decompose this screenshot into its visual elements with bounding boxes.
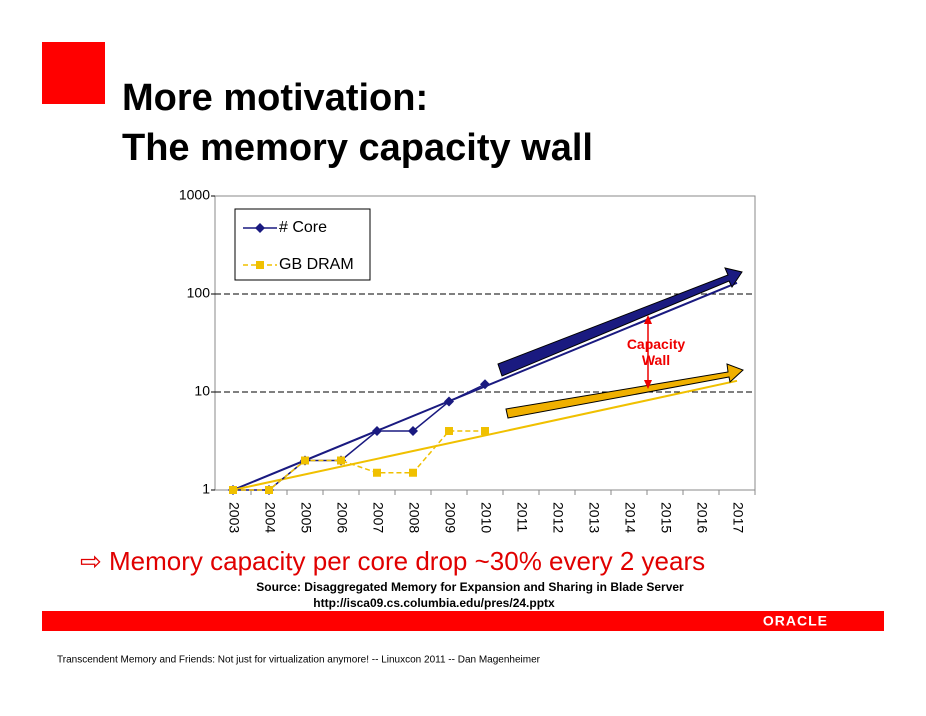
legend-label: GB DRAM xyxy=(279,256,354,273)
y-tick-label: 10 xyxy=(194,383,210,399)
marker xyxy=(337,456,345,465)
marker xyxy=(409,468,417,477)
source-url: http://isca09.cs.columbia.edu/pres/24.pp… xyxy=(313,596,555,610)
marker xyxy=(408,425,418,436)
title: The memory capacity wall xyxy=(122,127,593,169)
y-tick-label: 1 xyxy=(202,481,210,497)
legend-marker xyxy=(256,261,264,269)
x-tick-label: 2013 xyxy=(586,502,602,533)
x-tick-label: 2010 xyxy=(478,502,494,533)
legend-label: # Core xyxy=(279,219,327,236)
y-tick-label: 1000 xyxy=(179,187,210,203)
x-tick-label: 2007 xyxy=(370,502,386,533)
marker xyxy=(480,379,490,390)
y-tick-label: 100 xyxy=(187,285,211,301)
x-tick-label: 2009 xyxy=(442,502,458,533)
trendline xyxy=(232,379,738,491)
x-tick-label: 2006 xyxy=(334,502,350,533)
logo: ORACLE xyxy=(763,613,828,629)
x-tick-label: 2012 xyxy=(550,502,566,533)
series-line xyxy=(233,430,485,491)
footer: Transcendent Memory and Friends: Not jus… xyxy=(57,655,541,666)
x-tick-label: 2003 xyxy=(226,502,242,533)
x-tick-label: 2017 xyxy=(730,502,746,533)
chart: 1 10 100 1000 2003 2004 2005 2006 2007 2008 2009 20… xyxy=(179,187,756,533)
marker xyxy=(481,426,489,435)
red-square xyxy=(42,42,105,104)
marker xyxy=(372,425,382,436)
x-tick-label: 2016 xyxy=(694,502,710,533)
plot-frame xyxy=(214,195,756,491)
bullet: ⇨ Memory capacity per core drop ~30% eve… xyxy=(80,546,705,576)
x-tick-label: 2011 xyxy=(514,502,530,532)
x-tick-label: 2015 xyxy=(658,502,674,533)
source: Source: Disaggregated Memory for Expansi… xyxy=(256,580,684,594)
marker xyxy=(444,396,454,407)
x-tick-label: 2005 xyxy=(298,502,314,533)
annotation: Capacity Wall xyxy=(627,336,686,368)
marker xyxy=(445,426,453,435)
x-tick-label: 2008 xyxy=(406,502,422,533)
x-tick-label: 2014 xyxy=(622,502,638,533)
wall-arrow-head xyxy=(644,380,652,389)
marker xyxy=(301,456,309,465)
dram-arrow xyxy=(505,363,744,419)
marker xyxy=(229,486,237,494)
title: More motivation: xyxy=(122,77,428,119)
x-tick-label: 2004 xyxy=(262,502,278,533)
marker xyxy=(265,486,273,494)
marker xyxy=(373,468,381,477)
core-arrow xyxy=(497,267,743,377)
legend-marker xyxy=(255,223,265,233)
oracle-bar xyxy=(42,611,884,631)
wall-arrow-head xyxy=(644,315,652,324)
